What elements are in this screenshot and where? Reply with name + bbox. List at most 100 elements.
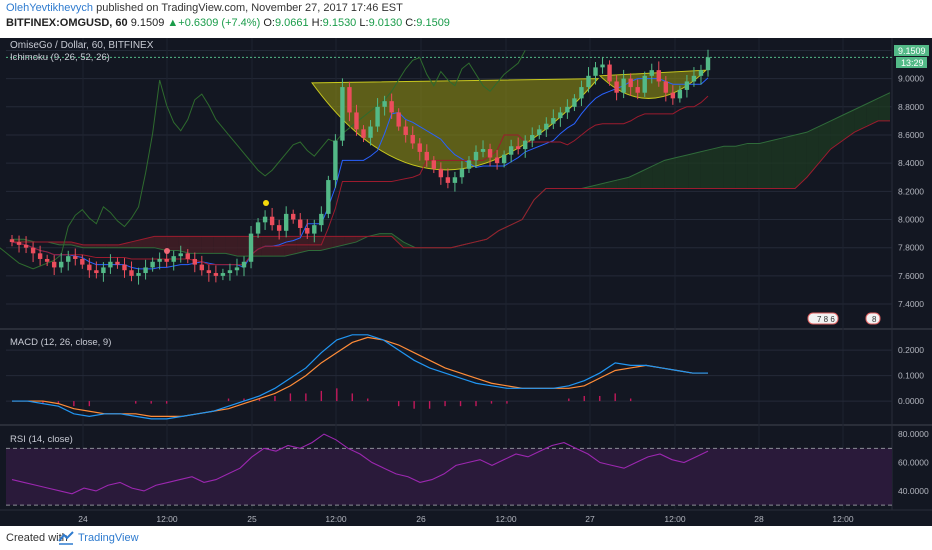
cloud-segment xyxy=(213,236,226,254)
high-value: 9.1530 xyxy=(322,17,357,29)
author-link[interactable]: OlehYevtikhevych xyxy=(6,2,94,14)
cloud-segment xyxy=(771,137,784,189)
candle-body xyxy=(73,256,78,259)
candle-body xyxy=(417,143,422,152)
cloud-segment xyxy=(676,154,689,189)
cloud-segment xyxy=(830,115,843,150)
signal-dot-yellow xyxy=(263,200,269,206)
cloud-segment xyxy=(593,182,606,189)
cloud-segment xyxy=(95,244,107,248)
cloud-segment xyxy=(379,233,392,237)
event-badge-1[interactable]: 7 8 6 xyxy=(807,312,839,325)
candle-body xyxy=(66,256,71,262)
candle-body xyxy=(361,129,366,138)
candle-body xyxy=(298,219,303,228)
footer: Created with TradingView xyxy=(0,526,932,550)
candle-body xyxy=(347,87,352,113)
candle-body xyxy=(663,81,669,93)
candle-body xyxy=(565,106,570,113)
candle-body xyxy=(403,126,408,135)
price-tick-label: 8.0000 xyxy=(898,215,924,225)
candle-body xyxy=(199,264,205,271)
cloud-segment xyxy=(866,98,879,127)
price-tick-label: 8.2000 xyxy=(898,186,924,196)
candle-body xyxy=(305,227,310,234)
tenkan-sen xyxy=(11,77,709,270)
price-tick-label: 8.4000 xyxy=(898,158,924,168)
candle-body xyxy=(94,270,99,274)
cloud-segment xyxy=(166,236,179,251)
candlestick-series xyxy=(9,49,711,285)
signal-dot-red xyxy=(164,248,170,254)
rsi-tick-label: 80.0000 xyxy=(898,429,929,439)
cloud-segment xyxy=(12,239,24,243)
candle-body xyxy=(30,247,36,254)
event-badge-2[interactable]: 8 xyxy=(865,312,881,325)
chart-canvas[interactable]: 7.4000 7.6000 7.8000 8.0000 8.2000 8.4000 8.60… xyxy=(0,38,932,526)
cloud-segment xyxy=(225,236,238,257)
time-badge-text: 13:29 xyxy=(901,58,924,68)
candle-body xyxy=(424,151,429,161)
candle-body xyxy=(473,151,479,161)
cloud-segment xyxy=(118,242,131,248)
time-badge: 13:29 xyxy=(896,57,927,68)
macd-tick-label: 0.0000 xyxy=(898,396,924,406)
candle-body xyxy=(16,242,22,245)
rsi-pane xyxy=(6,433,892,506)
rsi-label[interactable]: RSI (14, close) xyxy=(10,434,73,445)
time-tick-label: 12:00 xyxy=(664,514,686,524)
cloud-segment xyxy=(818,120,831,164)
candle-body xyxy=(276,225,282,231)
candle-body xyxy=(101,267,106,274)
time-axis[interactable]: 24 12:00 25 12:00 26 12:00 27 12:00 28 12:00 xyxy=(78,514,854,524)
event-badge-1-bg xyxy=(807,312,839,325)
ichimoku-lines xyxy=(0,50,709,270)
time-badge-bg xyxy=(896,57,927,68)
time-tick-label: 12:00 xyxy=(832,514,854,524)
rsi-band xyxy=(6,448,892,506)
candle-body xyxy=(656,70,661,82)
candle-body xyxy=(108,261,113,268)
macd-label[interactable]: MACD (12, 26, close, 9) xyxy=(10,337,111,348)
low-value: 9.0130 xyxy=(368,17,403,29)
cloud-segment xyxy=(700,149,713,189)
cloud-segment xyxy=(806,126,819,178)
cloud-segment xyxy=(189,236,202,254)
cloud-segment xyxy=(154,236,167,251)
candle-body xyxy=(213,273,219,276)
candle-body xyxy=(558,112,563,119)
candle-body xyxy=(171,256,176,262)
candle-body xyxy=(340,87,345,141)
up-arrow-icon: ▲ xyxy=(167,17,179,29)
candle-body xyxy=(452,177,458,183)
cloud-segment xyxy=(842,109,855,141)
price-badge-text: 9.1509 xyxy=(898,46,926,56)
cloud-segment xyxy=(284,236,297,257)
cloud-segment xyxy=(723,146,736,189)
time-tick-label: 12:00 xyxy=(495,514,517,524)
candle-body xyxy=(586,75,591,88)
created-with-text: Created with xyxy=(6,532,68,544)
candle-body xyxy=(544,123,549,130)
ichimoku-label[interactable]: Ichimoku (9, 26, 52, 26) xyxy=(10,52,110,63)
macd-tick-label: 0.1000 xyxy=(898,371,924,381)
candle-body xyxy=(579,87,584,99)
candle-body xyxy=(241,261,247,268)
candle-body xyxy=(23,244,29,248)
candle-body xyxy=(220,273,226,276)
candle-body xyxy=(192,258,197,265)
chart-svg[interactable]: 7.4000 7.6000 7.8000 8.0000 8.2000 8.4000 8.60… xyxy=(0,38,932,526)
cloud-segment xyxy=(201,236,214,254)
open-value: 9.0661 xyxy=(274,17,309,29)
ichimoku-cloud xyxy=(12,92,891,257)
cloud-segment xyxy=(688,151,701,189)
cloud-segment xyxy=(783,134,796,189)
price-badge-bg xyxy=(894,45,929,56)
candle-body xyxy=(459,168,465,178)
time-tick-label: 28 xyxy=(754,514,764,524)
cloud-segment xyxy=(71,242,84,248)
candle-body xyxy=(515,146,521,150)
tradingview-brand[interactable]: TradingView xyxy=(78,532,139,544)
candle-body xyxy=(572,98,577,107)
price-tick-label: 9.0000 xyxy=(898,74,924,84)
